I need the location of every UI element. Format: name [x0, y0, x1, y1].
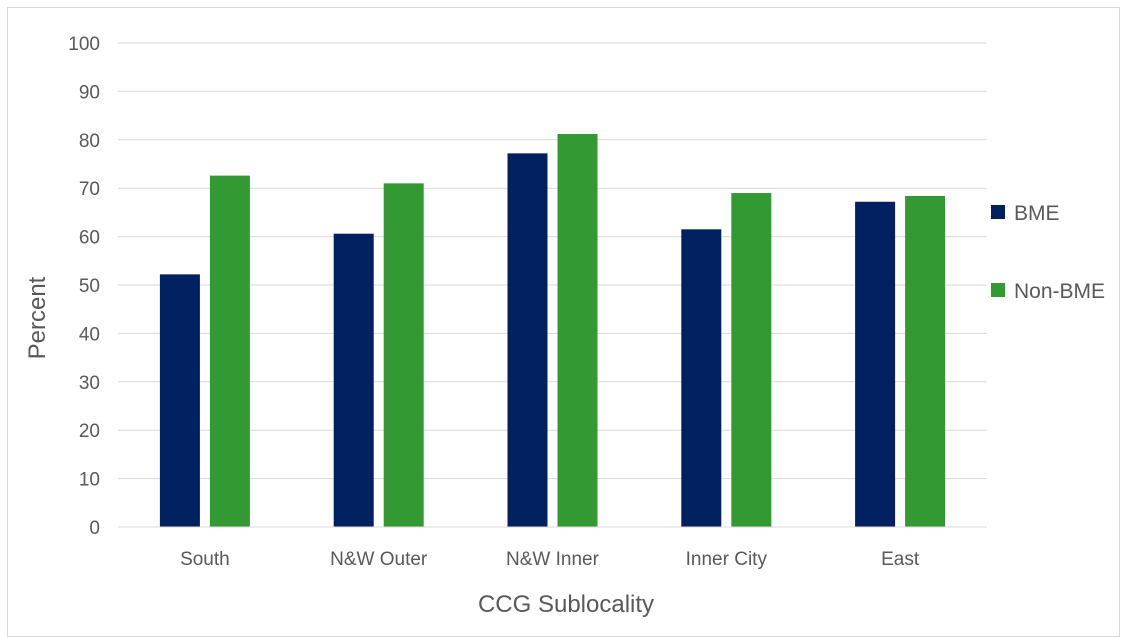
bar-bme-south [159, 274, 200, 527]
legend-label: BME [1014, 202, 1060, 225]
x-tick-label: N&W Inner [506, 549, 600, 570]
legend-swatch [991, 205, 1005, 219]
legend-label: Non-BME [1014, 280, 1105, 303]
y-tick-label: 50 [79, 276, 100, 297]
x-tick-label: South [180, 549, 230, 570]
y-tick-label: 40 [79, 324, 100, 345]
y-tick-label: 20 [79, 421, 100, 442]
y-tick-label: 0 [89, 518, 100, 539]
x-tick-label: Inner City [686, 549, 768, 570]
y-axis-ticks: 0 10 20 30 40 50 60 70 80 90 100 [68, 34, 100, 539]
x-tick-label: East [881, 549, 920, 570]
legend: BME Non-BME [991, 202, 1105, 303]
y-tick-label: 90 [79, 82, 100, 103]
bar-chart: 0 10 20 30 40 50 60 70 80 90 100 South N&W Outer N&W… [24, 34, 1105, 618]
x-axis-ticks: South N&W Outer N&W Inner Inner City East [180, 549, 920, 570]
bar-bme-east [855, 201, 896, 527]
bar-bme-inner-city [681, 229, 722, 527]
bar-bme-n-w-inner [507, 153, 548, 528]
y-tick-label: 100 [68, 34, 100, 55]
legend-swatch [991, 283, 1005, 297]
bars [159, 133, 946, 528]
bar-non-bme-n-w-inner [557, 133, 598, 527]
y-tick-label: 10 [79, 470, 100, 491]
gridlines [118, 42, 987, 480]
bar-non-bme-south [209, 175, 250, 527]
x-axis-title: CCG Sublocality [478, 591, 654, 618]
bar-non-bme-inner-city [731, 193, 772, 528]
bar-bme-n-w-outer [333, 233, 374, 528]
x-tick-label: N&W Outer [330, 549, 428, 570]
y-tick-label: 70 [79, 179, 100, 200]
bar-non-bme-n-w-outer [383, 183, 424, 528]
y-axis-title: Percent [24, 276, 51, 359]
y-tick-label: 60 [79, 228, 100, 249]
y-tick-label: 30 [79, 373, 100, 394]
bar-non-bme-east [905, 195, 946, 527]
y-tick-label: 80 [79, 131, 100, 152]
